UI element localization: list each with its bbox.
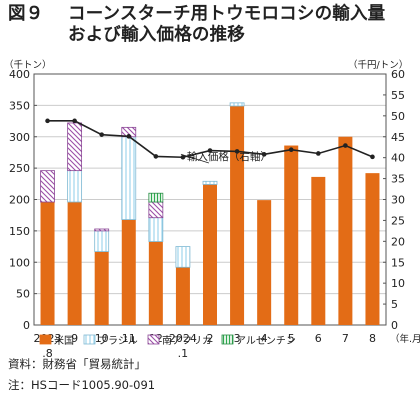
bar-usa <box>257 200 272 325</box>
bar-usa <box>121 219 136 325</box>
chart-title: 図９ コーンスターチ用トウモロコシの輸入量 および輸入価格の推移 <box>8 4 385 46</box>
right-tick-label: 30 <box>391 194 405 207</box>
legend-label: アルゼンチン <box>236 335 296 347</box>
bar-brazil <box>148 217 164 242</box>
bar-brazil <box>202 180 218 185</box>
legend-swatch <box>147 334 160 345</box>
legend-swatch <box>221 334 234 345</box>
bar-usa <box>148 241 163 325</box>
left-tick-label: 350 <box>9 99 30 112</box>
x-tick-label: 2 <box>207 332 214 345</box>
left-tick-label: 400 <box>9 68 30 81</box>
bar-usa <box>40 202 55 325</box>
bar-usa <box>230 106 245 325</box>
left-tick-label: 250 <box>9 162 30 175</box>
bar-south-africa <box>67 122 83 172</box>
bar-usa <box>311 176 326 325</box>
price-point <box>153 154 159 159</box>
legend-label: 米国 <box>54 334 74 347</box>
left-tick-label: 200 <box>9 194 30 207</box>
bar-usa <box>365 173 380 325</box>
bar-usa <box>284 145 299 325</box>
right-tick-label: 40 <box>391 152 405 165</box>
figure-number: 図９ <box>8 4 44 24</box>
bar-south-africa <box>94 228 110 232</box>
x-tick-label: 10 <box>95 332 109 345</box>
left-tick-label: 150 <box>9 225 30 238</box>
hs-code-note: 注：HSコード1005.90-091 <box>8 378 156 392</box>
right-tick-label: 0 <box>391 319 398 332</box>
price-point <box>207 148 213 153</box>
right-tick-label: 60 <box>391 68 405 81</box>
price-point <box>234 149 240 154</box>
left-tick-label: 50 <box>16 288 30 301</box>
right-tick-label: 50 <box>391 110 405 123</box>
bar-south-africa <box>40 170 55 203</box>
bar-brazil <box>67 170 83 203</box>
bar-usa <box>94 251 109 325</box>
legend-label: 南アフリカ <box>162 334 212 347</box>
price-point <box>343 143 348 148</box>
price-line-label: 輸入価格（右軸） <box>187 150 271 163</box>
bar-south-africa <box>148 201 164 219</box>
price-line-leader <box>180 153 210 164</box>
right-tick-label: 35 <box>391 173 405 186</box>
bar-brazil <box>175 246 191 268</box>
bar-brazil <box>94 230 110 252</box>
price-point <box>370 154 375 160</box>
right-tick-label: 15 <box>391 256 405 269</box>
legend-label: ブラジル <box>98 334 138 347</box>
bar-brazil <box>121 136 137 220</box>
x-axis-unit: （年.月） <box>390 333 420 345</box>
x-tick-label: 3 <box>234 332 241 345</box>
right-tick-label: 20 <box>391 235 405 248</box>
price-point <box>261 152 267 157</box>
x-tick-label: 6 <box>315 332 322 345</box>
left-tick-label: 300 <box>9 131 30 144</box>
x-tick-label: 9 <box>71 332 78 345</box>
left-tick-label: 0 <box>23 319 30 332</box>
bar-brazil <box>229 102 245 107</box>
price-point <box>288 147 294 153</box>
x-tick-label: 5 <box>288 332 295 345</box>
right-tick-label: 45 <box>391 131 405 144</box>
x-tick-label: 2024 <box>169 332 197 345</box>
price-point <box>126 134 132 139</box>
bar-usa <box>175 267 190 325</box>
price-point <box>316 151 321 156</box>
source-note: 資料：財務省「貿易統計」 <box>8 357 146 371</box>
bar-usa <box>67 202 82 325</box>
x-tick-label: 11 <box>122 332 136 345</box>
price-point <box>72 118 77 124</box>
bar-argentina <box>148 192 164 203</box>
left-tick-label: 100 <box>9 256 30 269</box>
bar-usa <box>338 136 353 325</box>
price-point <box>180 154 186 160</box>
right-tick-label: 10 <box>391 277 405 290</box>
legend-swatch <box>83 334 96 345</box>
bar-usa <box>203 184 217 325</box>
right-tick-label: 55 <box>391 89 405 102</box>
x-tick-label: .1 <box>178 347 189 360</box>
price-point <box>45 118 50 124</box>
right-axis-unit: （千円/トン） <box>348 59 408 71</box>
right-tick-label: 5 <box>391 298 398 311</box>
x-tick-label: 8 <box>369 332 376 345</box>
right-tick-label: 25 <box>391 214 405 227</box>
x-tick-label: .8 <box>42 347 53 360</box>
x-tick-label: 7 <box>342 332 349 345</box>
left-axis-unit: （千トン） <box>4 59 52 71</box>
title-line-2: および輸入価格の推移 <box>68 25 245 45</box>
title-line-1: コーンスターチ用トウモロコシの輸入量 <box>68 4 386 24</box>
x-tick-label: 4 <box>261 332 268 345</box>
legend-swatch <box>39 334 52 345</box>
price-point <box>99 132 104 137</box>
